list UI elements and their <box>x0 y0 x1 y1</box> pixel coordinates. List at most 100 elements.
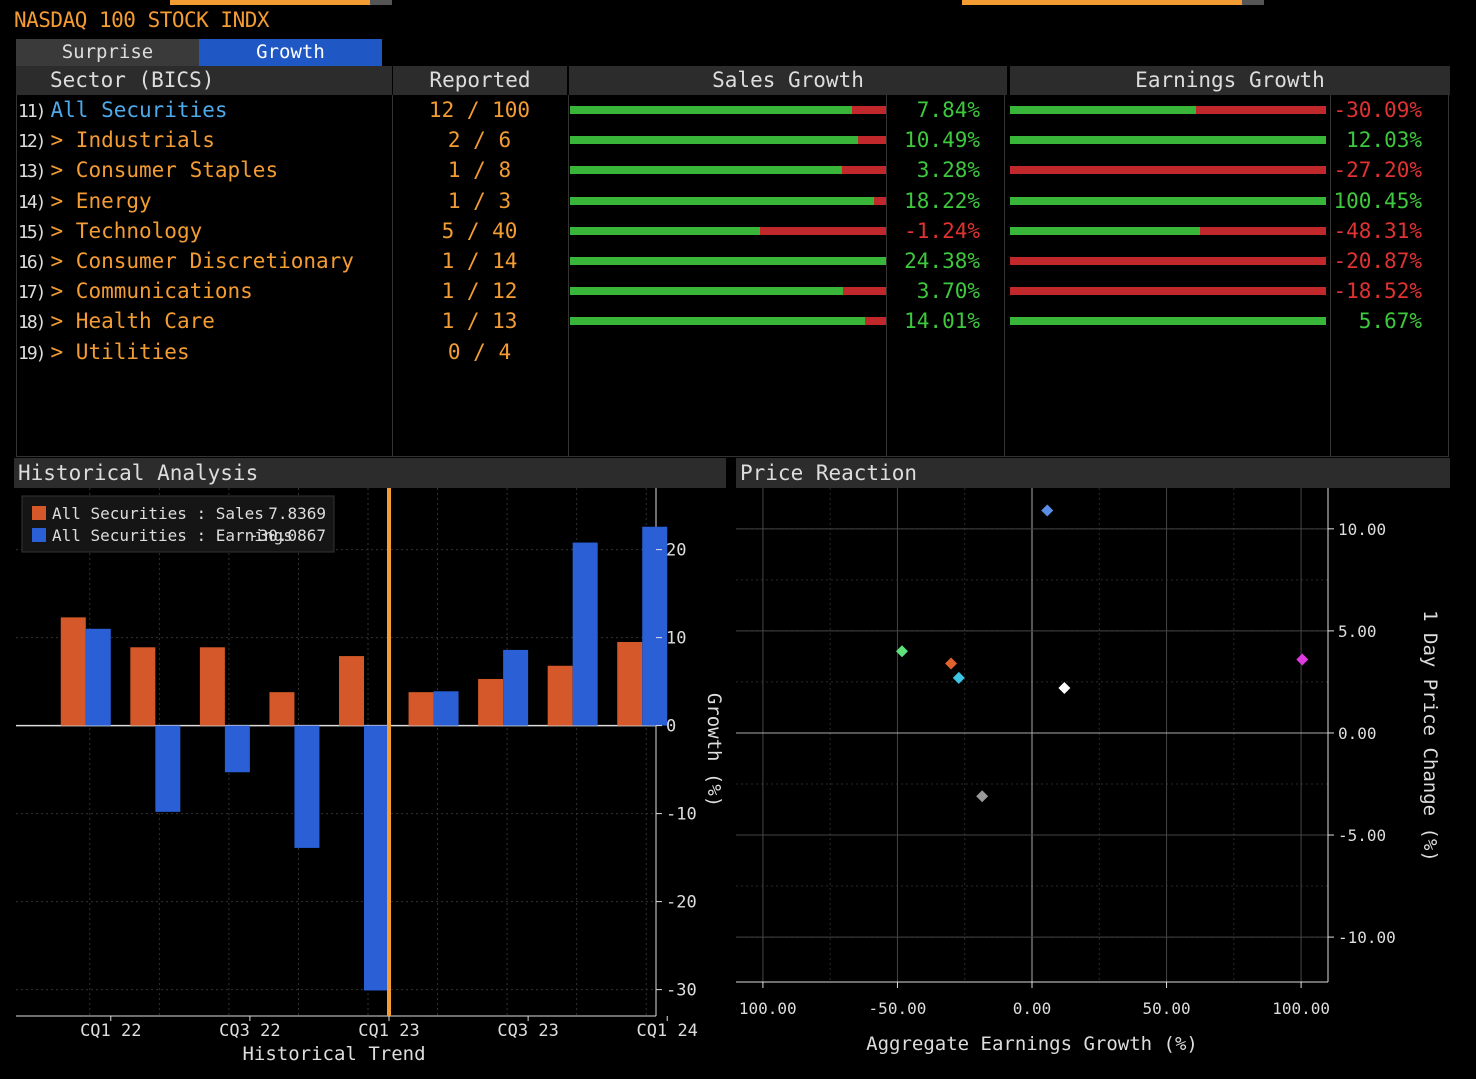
row-index: 12) <box>18 131 46 153</box>
sector-row-label[interactable]: 12) > Industrials <box>18 125 215 155</box>
x-tick-label: 0.00 <box>1013 999 1052 1018</box>
sales-growth-bar-fill <box>570 317 865 326</box>
table-divider <box>1330 95 1331 456</box>
earnings-growth-value: 100.45% <box>1333 188 1422 213</box>
column-header-sales-growth[interactable]: Sales Growth <box>569 66 1007 95</box>
y-tick-label: -30 <box>666 981 697 1001</box>
tab-surprise[interactable]: Surprise <box>16 39 199 66</box>
bar-sales <box>130 647 156 726</box>
sales-growth-bar <box>570 196 886 205</box>
sales-growth-value: 10.49% <box>904 128 980 153</box>
sector-row-label[interactable]: 19) > Utilities <box>18 337 190 367</box>
bar-sales <box>478 678 504 726</box>
reported-count: 1 / 8 <box>447 158 512 183</box>
legend-value: -30.0867 <box>249 526 326 545</box>
bar-sales <box>269 692 295 726</box>
bar-earnings <box>433 691 459 726</box>
row-index: 13) <box>18 161 46 183</box>
sales-growth-bar-fill <box>570 196 874 205</box>
scatter-point <box>1041 504 1054 517</box>
sector-row-label[interactable]: 18) > Health Care <box>18 306 215 336</box>
sector-name: All Securities <box>50 98 228 122</box>
earnings-growth-bar <box>1010 136 1326 145</box>
y-tick-label: 0.00 <box>1338 724 1377 743</box>
sales-growth-bar <box>570 166 886 175</box>
sector-row-label[interactable]: 17) > Communications <box>18 276 253 306</box>
toolbar-field[interactable] <box>962 0 1242 5</box>
reported-count: 5 / 40 <box>441 218 518 243</box>
bar-earnings <box>572 542 598 726</box>
legend-label: All Securities : Sales <box>52 504 264 523</box>
sales-growth-bar <box>570 287 886 296</box>
table-divider <box>886 95 887 456</box>
bar-sales <box>408 692 434 726</box>
bar-earnings <box>224 725 250 773</box>
scatter-point <box>896 645 909 658</box>
toolbar-field[interactable] <box>170 0 370 5</box>
table-divider <box>1448 95 1449 456</box>
bar-earnings <box>155 725 181 812</box>
legend-swatch <box>32 528 46 542</box>
sales-growth-value: 3.70% <box>916 279 980 304</box>
y-tick-label: 10 <box>666 629 686 649</box>
row-index: 16) <box>18 252 46 273</box>
sales-growth-bar-fill <box>570 166 843 175</box>
column-header-earnings-growth[interactable]: Earnings Growth <box>1010 66 1450 95</box>
earnings-growth-value: -18.52% <box>1333 279 1422 304</box>
sector-row-label[interactable]: 13) > Consumer Staples <box>18 155 278 185</box>
legend-value: 7.8369 <box>268 504 326 523</box>
x-tick-label: 50.00 <box>1142 999 1190 1018</box>
bar-sales <box>339 656 364 726</box>
column-header-sector[interactable]: Sector (BICS) <box>16 66 392 95</box>
y-tick-label: -10.00 <box>1338 928 1396 947</box>
sales-growth-bar <box>570 317 886 326</box>
scatter-point <box>1296 653 1309 666</box>
x-tick-label: CQ3 23 <box>497 1021 558 1041</box>
x-tick-label: CQ1 23 <box>358 1021 419 1041</box>
section-title-price-reaction: Price Reaction <box>736 458 1450 488</box>
toolbar-field-dropdown[interactable] <box>1242 0 1264 5</box>
sales-growth-value: 14.01% <box>904 309 980 334</box>
toolbar-field-dropdown[interactable] <box>370 0 392 5</box>
x-axis-label: Historical Trend <box>242 1043 425 1065</box>
x-axis-label: Aggregate Earnings Growth (%) <box>866 1033 1198 1055</box>
legend-swatch <box>32 506 46 520</box>
historical-growth-chart: 20 10 0 -10 -20 -30 CQ1 22 CQ3 22 CQ1 23 CQ3 23 CQ… <box>16 488 725 1065</box>
earnings-growth-value: 12.03% <box>1346 128 1422 153</box>
bar-earnings <box>294 725 320 848</box>
price-reaction-scatter: -100.00 -50.00 0.00 50.00 100.00 10.00 5.00 0.0… <box>736 488 1441 1055</box>
sector-row-label[interactable]: 15) > Technology <box>18 216 202 246</box>
sector-row-label[interactable]: 14) > Energy <box>18 186 152 216</box>
sales-growth-value: 24.38% <box>904 249 980 273</box>
x-tick-label: CQ1 24 <box>637 1021 698 1041</box>
earnings-growth-value: -30.09% <box>1333 98 1422 122</box>
reported-count: 1 / 3 <box>447 188 512 213</box>
earnings-growth-bar <box>1010 106 1326 114</box>
sales-growth-bar <box>570 257 886 265</box>
reported-count: 0 / 4 <box>447 339 512 364</box>
row-index: 17) <box>18 282 46 304</box>
earnings-growth-value: -48.31% <box>1333 218 1422 243</box>
earnings-growth-bar <box>1010 166 1326 175</box>
sales-growth-bar-fill <box>570 257 886 265</box>
scatter-point <box>1058 682 1071 695</box>
sector-row-label[interactable]: 16) > Consumer Discretionary <box>18 246 354 276</box>
y-tick-label: 20 <box>666 541 686 561</box>
column-header-reported[interactable]: Reported <box>393 66 567 95</box>
earnings-growth-value: -27.20% <box>1333 158 1422 183</box>
sales-growth-bar <box>570 226 886 235</box>
earnings-growth-bar <box>1010 317 1326 326</box>
x-tick-label: 100.00 <box>1272 999 1330 1018</box>
earnings-growth-value: -20.87% <box>1333 249 1422 273</box>
earnings-growth-bar-fill <box>1010 196 1326 205</box>
x-tick-label: -100.00 <box>736 999 797 1018</box>
sales-growth-value: 7.84% <box>916 98 980 122</box>
sector-name: > Industrials <box>50 128 215 153</box>
bar-sales <box>547 665 573 726</box>
tab-growth[interactable]: Growth <box>199 39 382 66</box>
scatter-point <box>976 790 989 803</box>
sector-row-label[interactable]: 11) All Securities <box>18 95 228 125</box>
table-bottom-border <box>16 456 1449 457</box>
earnings-growth-bar-fill <box>1010 226 1200 235</box>
y-tick-label: 10.00 <box>1338 520 1386 539</box>
